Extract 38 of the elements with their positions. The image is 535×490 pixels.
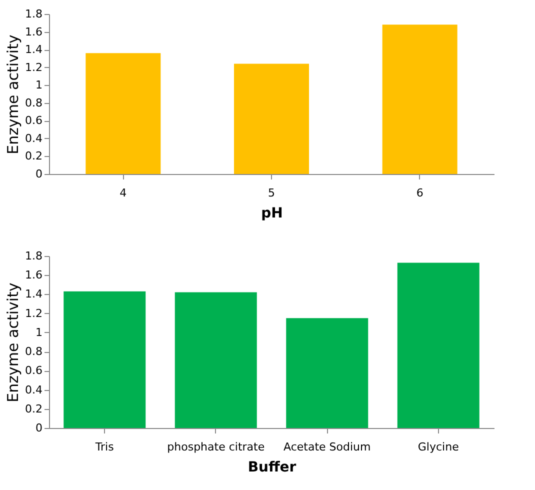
x-tick-label: Tris [94, 440, 114, 454]
x-axis-title: pH [261, 206, 283, 222]
x-tick-label: 6 [416, 186, 424, 200]
y-tick-label: 0.2 [25, 402, 42, 416]
bar [174, 292, 257, 428]
bar [382, 24, 458, 174]
y-tick-label: 1.8 [25, 8, 42, 20]
x-tick-label: Acetate Sodium [284, 440, 371, 454]
y-axis-title: Enzyme activity [4, 282, 22, 402]
y-tick-label: 0.2 [25, 150, 42, 163]
y-tick-label: 0.6 [25, 114, 42, 128]
bar [397, 262, 480, 428]
y-tick-label: 1 [36, 78, 42, 92]
y-tick-label: 1.8 [25, 250, 42, 262]
y-tick-label: 0.8 [25, 345, 42, 358]
x-tick-label: 5 [268, 186, 275, 200]
y-tick-label: 0 [36, 422, 42, 434]
y-tick-label: 1.4 [25, 288, 42, 301]
x-tick-label: phosphate citrate [167, 440, 265, 454]
bar [286, 318, 368, 428]
y-tick-label: 0.4 [25, 132, 42, 145]
y-tick-label: 1 [36, 326, 42, 339]
y-axis-title: Enzyme activity [4, 34, 22, 154]
y-tick-label: 0 [36, 168, 42, 180]
y-tick-label: 1.4 [25, 43, 42, 56]
y-tick-label: 0.8 [25, 96, 42, 110]
y-tick-label: 0.6 [25, 364, 42, 378]
x-axis-title: Buffer [248, 460, 296, 476]
y-tick-label: 0.4 [25, 383, 42, 396]
bar [234, 64, 309, 174]
x-tick-label: Glycine [418, 440, 460, 454]
y-tick-label: 1.6 [25, 25, 42, 38]
y-tick-label: 1.2 [25, 60, 42, 74]
x-tick-label: 4 [120, 186, 127, 200]
y-tick-label: 1.6 [25, 268, 42, 282]
bar [86, 53, 161, 174]
bar [64, 291, 146, 428]
y-tick-label: 1.2 [25, 306, 42, 320]
